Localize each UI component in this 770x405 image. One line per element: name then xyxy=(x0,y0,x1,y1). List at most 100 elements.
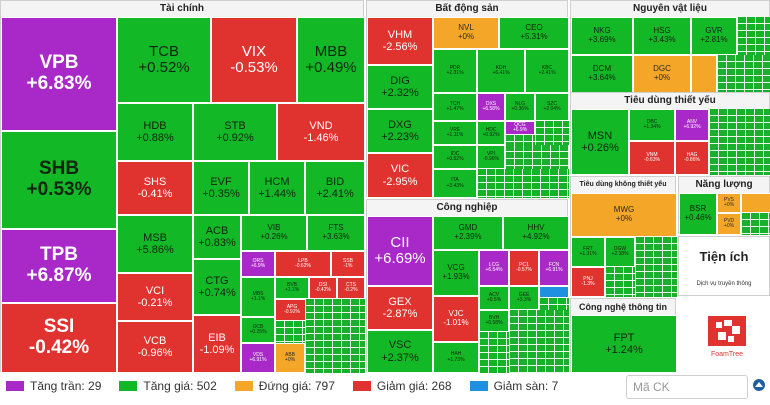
stock-tile-dig[interactable]: DIG +2.32% xyxy=(367,65,433,109)
stock-tile-acb[interactable]: ACB +0.83% xyxy=(193,215,241,259)
small-stocks-mosaic[interactable] xyxy=(509,310,569,373)
stock-tile-abb[interactable]: ABB +0% xyxy=(275,343,305,373)
stock-tile-vpb[interactable]: VPB +6.83% xyxy=(1,17,117,131)
stock-tile-ctg[interactable]: CTG +0.74% xyxy=(193,259,241,315)
stock-tile-vds[interactable]: VDS +6.91% xyxy=(241,343,275,373)
small-stocks-mosaic[interactable] xyxy=(535,121,569,145)
stock-tile-vnd[interactable]: VND -1.46% xyxy=(277,103,365,161)
stock-tile-dbc[interactable]: DBC +1.34% xyxy=(629,109,675,141)
stock-tile-hdc[interactable]: HDC +0.92% xyxy=(477,121,505,145)
stock-tile-msn[interactable]: MSN +0.26% xyxy=(571,109,629,175)
stock-tile-vib[interactable]: VIB +0.26% xyxy=(241,215,307,251)
stock-tile-mwg[interactable]: MWG +0% xyxy=(571,193,677,237)
stock-tile-hah[interactable]: HAH +1.73% xyxy=(433,342,479,373)
stock-tile-qcg[interactable]: QCG +6.9% xyxy=(505,121,535,135)
stock-tile-msb[interactable]: MSB +5.86% xyxy=(117,215,193,273)
stock-tile-ocb[interactable]: OCB +0.25% xyxy=(241,317,275,343)
stock-tile-kdh[interactable]: KDH +6.41% xyxy=(477,49,525,93)
small-stocks-mosaic[interactable] xyxy=(505,135,535,145)
stock-tile-dxs[interactable]: DXS +6.58% xyxy=(477,93,505,121)
small-stocks-mosaic[interactable] xyxy=(477,169,569,198)
stock-tile-hag[interactable]: HAG -0.86% xyxy=(675,141,709,175)
stock-tile-vjc[interactable]: VJC -1.01% xyxy=(433,296,479,342)
stock-tile-dgc[interactable]: DGC +0% xyxy=(633,55,691,93)
stock-tile-stb[interactable]: STB +0.92% xyxy=(193,103,277,161)
stock-tile-bsr[interactable]: BSR +0.46% xyxy=(679,193,717,235)
stock-tile-gvr[interactable]: GVR +2.81% xyxy=(691,17,737,55)
stock-tile-apg[interactable]: APG -0.92% xyxy=(275,299,309,321)
stock-tile-acv[interactable]: ACV +0.5% xyxy=(479,286,509,310)
stock-tile-ceo[interactable]: CEO +5.31% xyxy=(499,17,569,49)
small-stocks-mosaic[interactable] xyxy=(635,237,677,297)
stock-tile-idc[interactable]: IDC +0.52% xyxy=(433,145,477,169)
floor-tile[interactable] xyxy=(539,286,569,298)
reference-tile[interactable] xyxy=(691,55,717,93)
small-stocks-mosaic[interactable] xyxy=(741,213,770,235)
stock-tile-shb[interactable]: SHB +0.53% xyxy=(1,131,117,229)
stock-tile-bid[interactable]: BID +2.41% xyxy=(305,161,365,215)
stock-tile-pvd[interactable]: PVD +0% xyxy=(717,213,741,235)
legend-down[interactable]: Giảm giá: 268 xyxy=(352,379,452,393)
stock-tile-vix[interactable]: VIX -0.53% xyxy=(211,17,297,103)
small-stocks-mosaic[interactable] xyxy=(709,109,770,175)
stock-tile-nlg[interactable]: NLG +0.36% xyxy=(505,93,535,121)
small-stocks-mosaic[interactable] xyxy=(505,145,569,169)
small-stocks-mosaic[interactable] xyxy=(539,298,569,310)
stock-tile-nvl[interactable]: NVL +0% xyxy=(433,17,499,49)
stock-tile-vhm[interactable]: VHM -2.56% xyxy=(367,17,433,65)
stock-tile-kbc[interactable]: KBC +2.41% xyxy=(525,49,569,93)
stock-tile-ssi[interactable]: SSI -0.42% xyxy=(1,303,117,373)
stock-tile-vic[interactable]: VIC -2.95% xyxy=(367,153,433,198)
stock-tile-cii[interactable]: CII +6.69% xyxy=(367,216,433,286)
stock-tile-vcg[interactable]: VCG +1.93% xyxy=(433,250,479,296)
legend-up[interactable]: Tăng giá: 502 xyxy=(119,379,217,393)
stock-tile-gmd[interactable]: GMD +2.39% xyxy=(433,216,503,250)
stock-tile-vnm[interactable]: VNM -0.63% xyxy=(629,141,675,175)
stock-tile-hsg[interactable]: HSG +3.43% xyxy=(633,17,691,55)
stock-tile-hhv[interactable]: HHV +4.92% xyxy=(503,216,569,250)
stock-tile-hcm[interactable]: HCM +1.44% xyxy=(249,161,305,215)
stock-tile-vcb[interactable]: VCB -0.96% xyxy=(117,321,193,373)
stock-tile-anv[interactable]: ANV +6.92% xyxy=(675,109,709,141)
stock-tile-evf[interactable]: EVF +0.35% xyxy=(193,161,249,215)
stock-tile-frt[interactable]: FRT +1.31% xyxy=(571,237,605,267)
stock-tile-pnj[interactable]: PNJ -1.3% xyxy=(571,267,605,297)
stock-tile-cts[interactable]: CTS -0.2% xyxy=(337,277,365,299)
stock-tile-vre[interactable]: VRE +1.11% xyxy=(433,121,477,145)
foamtree-icon[interactable] xyxy=(752,378,766,392)
stock-tile-gex[interactable]: GEX -2.87% xyxy=(367,286,433,330)
stock-tile-hdb[interactable]: HDB +0.88% xyxy=(117,103,193,161)
stock-tile-szc[interactable]: SZC +2.04% xyxy=(535,93,569,121)
small-stocks-mosaic[interactable] xyxy=(717,55,770,93)
stock-tile-mbb[interactable]: MBB +0.49% xyxy=(297,17,365,103)
stock-tile-bvb[interactable]: BVB +1.1% xyxy=(275,277,309,299)
stock-tile-dsi[interactable]: DSI -0.42% xyxy=(309,277,337,299)
stock-tile-dcm[interactable]: DCM +3.64% xyxy=(571,55,633,93)
stock-tile-ssb[interactable]: SSB -1% xyxy=(331,251,365,277)
small-stocks-mosaic[interactable] xyxy=(605,267,635,297)
stock-tile-dgw[interactable]: DGW +2.38% xyxy=(605,237,635,267)
stock-tile-pdr[interactable]: PDR +2.31% xyxy=(433,49,477,93)
stock-tile-vci[interactable]: VCI -0.21% xyxy=(117,273,193,321)
stock-tile-mbs[interactable]: MBS +1.1% xyxy=(241,277,275,317)
stock-tile-shs[interactable]: SHS -0.41% xyxy=(117,161,193,215)
small-stocks-mosaic[interactable] xyxy=(737,17,770,55)
stock-tile-lpb[interactable]: LPB -0.62% xyxy=(275,251,331,277)
small-stocks-mosaic[interactable] xyxy=(305,299,365,373)
stock-tile-fcn[interactable]: FCN +6.91% xyxy=(539,250,569,286)
stock-tile-pvs[interactable]: PVS +0% xyxy=(717,193,741,213)
small-stocks-mosaic[interactable] xyxy=(479,332,509,373)
stock-tile-vsc[interactable]: VSC +2.37% xyxy=(367,330,433,373)
stock-tile-ors[interactable]: ORS +6.9% xyxy=(241,251,275,277)
legend-ceiling[interactable]: Tăng trần: 29 xyxy=(6,379,101,393)
stock-tile-tpb[interactable]: TPB +6.87% xyxy=(1,229,117,303)
stock-tile-bvh[interactable]: BVH +0.58% xyxy=(479,310,509,332)
legend-unchanged[interactable]: Đứng giá: 797 xyxy=(234,379,335,393)
stock-tile-eib[interactable]: EIB -1.09% xyxy=(193,315,241,373)
stock-tile-nkg[interactable]: NKG +3.69% xyxy=(571,17,633,55)
stock-tile-fts[interactable]: FTS +3.63% xyxy=(307,215,365,251)
stock-code-search-input[interactable] xyxy=(626,375,748,399)
stock-tile-tch[interactable]: TCH +1.47% xyxy=(433,93,477,121)
stock-tile-dxg[interactable]: DXG +2.23% xyxy=(367,109,433,153)
reference-tile[interactable] xyxy=(741,193,770,213)
